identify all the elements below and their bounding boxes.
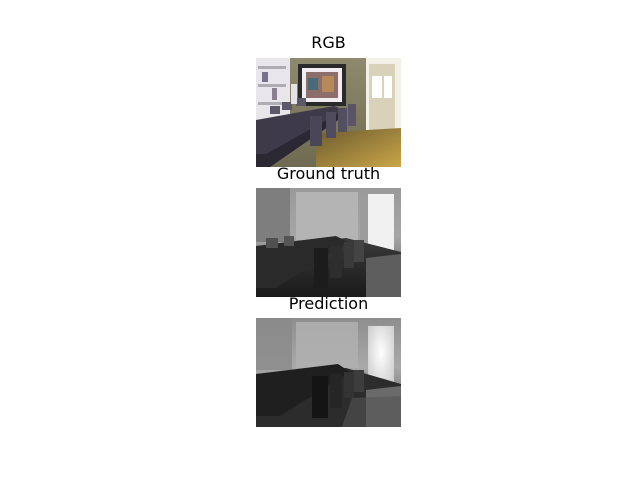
rgb-panel-title: RGB [311,33,346,52]
rgb-image [256,58,401,167]
ground-truth-depth-image [256,188,401,297]
prediction-panel-title: Prediction [288,294,369,313]
ground-truth-panel-title: Ground truth [276,164,381,183]
prediction-depth-image [256,318,401,427]
